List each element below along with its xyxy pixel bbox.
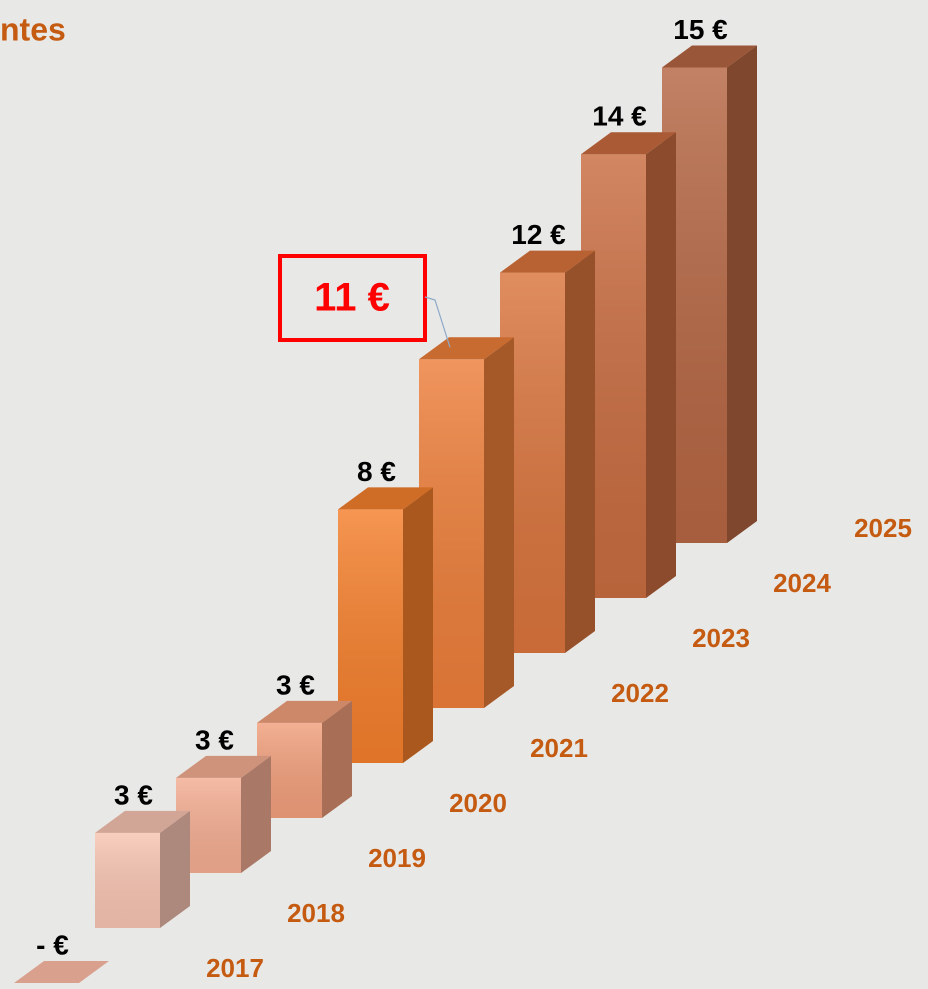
bar xyxy=(581,132,676,598)
value-label: 14 € xyxy=(592,101,647,132)
bar-top xyxy=(95,810,190,833)
bar-side xyxy=(565,250,595,653)
x-tick-label: 2024 xyxy=(773,568,831,598)
bar-top-shade xyxy=(581,132,676,155)
value-label: 3 € xyxy=(195,724,234,755)
bar-side xyxy=(403,487,433,763)
x-tick-label: 2017 xyxy=(206,953,264,983)
bar-side xyxy=(241,755,271,873)
value-label: 3 € xyxy=(276,669,315,700)
bar-side xyxy=(160,810,190,928)
bar-top xyxy=(176,755,271,778)
bar-side xyxy=(646,132,676,598)
bar xyxy=(257,700,352,818)
x-tick-label: 2018 xyxy=(287,898,345,928)
bar-top xyxy=(338,487,433,510)
bar-top-shade xyxy=(176,755,271,778)
leader-line xyxy=(424,296,451,348)
bar-top-shade xyxy=(95,810,190,833)
value-label: 15 € xyxy=(673,14,728,45)
value-label: 8 € xyxy=(357,456,396,487)
bar-top-shade xyxy=(257,700,352,723)
labels: 2017 - € 2018 3 € 2019 3 € 2020 3 € 2021 8 € 2022 1… xyxy=(36,14,912,983)
bar-top-shade xyxy=(500,250,595,273)
x-tick-label: 2020 xyxy=(449,788,507,818)
bar-top-shade xyxy=(662,45,757,68)
bar xyxy=(95,810,190,928)
bar-side-shade xyxy=(160,810,190,928)
bar-side-shade xyxy=(565,250,595,653)
bar-side xyxy=(727,45,757,543)
x-tick-label: 2019 xyxy=(368,843,426,873)
bar xyxy=(419,337,514,708)
x-tick-label: 2022 xyxy=(611,678,669,708)
x-tick-label: 2021 xyxy=(530,733,588,763)
bar-side-shade xyxy=(322,700,352,818)
bar-side-shade xyxy=(727,45,757,543)
x-tick-label: 2023 xyxy=(692,623,750,653)
bar-side xyxy=(484,337,514,708)
bar-side-shade xyxy=(241,755,271,873)
bar xyxy=(338,487,433,763)
bar-top xyxy=(500,250,595,273)
value-label: 3 € xyxy=(114,779,153,810)
bar-side-shade xyxy=(484,337,514,708)
bar-top-shade xyxy=(338,487,433,510)
highlight-box xyxy=(278,254,427,342)
value-label: 12 € xyxy=(511,219,566,250)
bar xyxy=(662,45,757,543)
bar-side xyxy=(322,700,352,818)
x-tick-label: 2025 xyxy=(854,513,912,543)
bar-top xyxy=(14,961,109,983)
bar-side-shade xyxy=(403,487,433,763)
bar-top-shade xyxy=(419,337,514,360)
chart-title: ntes xyxy=(0,11,66,47)
value-label: - € xyxy=(36,929,69,960)
bar-top xyxy=(419,337,514,360)
bar xyxy=(500,250,595,653)
value-label: 11 € xyxy=(314,276,390,320)
bar-top xyxy=(257,700,352,723)
bar-top xyxy=(581,132,676,155)
bars xyxy=(14,45,757,983)
bar xyxy=(176,755,271,873)
bar-top xyxy=(662,45,757,68)
bar xyxy=(14,961,109,983)
bar-front-shine xyxy=(95,832,160,928)
bar-side-shade xyxy=(646,132,676,598)
